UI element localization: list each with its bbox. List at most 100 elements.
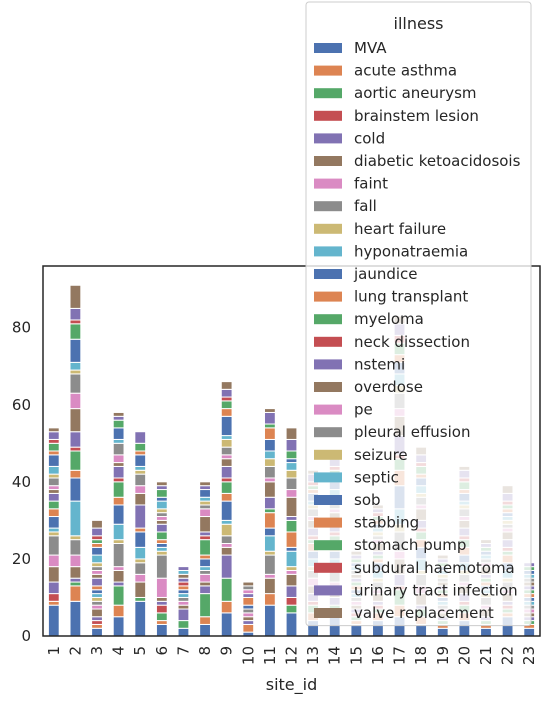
bar-segment bbox=[112, 539, 125, 544]
bar-segment bbox=[134, 546, 147, 560]
bar-segment bbox=[47, 438, 60, 444]
x-tick-label: 20 bbox=[455, 646, 473, 665]
bar-segment bbox=[285, 596, 298, 606]
bar-segment bbox=[220, 396, 233, 402]
y-tick-label: 60 bbox=[12, 396, 31, 414]
bar-segment bbox=[263, 423, 276, 429]
legend-entry-label: lung transplant bbox=[354, 288, 468, 306]
bar-segment bbox=[220, 400, 233, 410]
bar-segment bbox=[285, 516, 298, 521]
bar-segment bbox=[155, 485, 168, 491]
bar-segment bbox=[69, 319, 82, 325]
bar-segment bbox=[220, 546, 233, 556]
legend-entry-label: septic bbox=[354, 468, 399, 486]
bar-segment bbox=[415, 623, 428, 637]
bar-segment bbox=[350, 623, 363, 637]
legend-entry-label: heart failure bbox=[354, 220, 446, 238]
bar-segment bbox=[242, 581, 255, 587]
bar-segment bbox=[112, 504, 125, 525]
bar-segment bbox=[177, 566, 190, 571]
x-tick-label: 5 bbox=[131, 646, 149, 656]
bar-segment bbox=[91, 616, 103, 622]
bar-segment bbox=[220, 481, 233, 494]
bar-segment bbox=[199, 581, 211, 587]
bar-segment bbox=[91, 604, 103, 610]
bar-segment bbox=[47, 600, 60, 606]
bar-segment bbox=[285, 469, 298, 479]
legend-entry-label: fall bbox=[354, 197, 377, 215]
bar-segment bbox=[69, 392, 82, 410]
bar-segment bbox=[285, 477, 298, 491]
bar-segment bbox=[69, 338, 82, 363]
legend-entry-label: subdural haemotoma bbox=[354, 559, 515, 577]
bar-segment bbox=[242, 620, 255, 625]
x-tick-label: 8 bbox=[196, 646, 214, 656]
bar-segment bbox=[91, 535, 103, 541]
bar-segment bbox=[199, 593, 211, 618]
bar-segment bbox=[285, 427, 298, 440]
bar-segment bbox=[242, 596, 255, 606]
bar-segment bbox=[242, 608, 255, 614]
x-tick-label: 4 bbox=[110, 646, 128, 656]
bar-segment bbox=[47, 454, 60, 467]
bar-segment bbox=[285, 531, 298, 548]
bar-segment bbox=[177, 596, 190, 602]
bar-segment bbox=[155, 550, 168, 556]
bar-segment bbox=[134, 473, 147, 487]
bar-segment bbox=[91, 589, 103, 595]
bar-segment bbox=[199, 569, 211, 575]
bar-segment bbox=[134, 596, 147, 602]
bar-segment bbox=[155, 604, 168, 614]
bar-segment bbox=[134, 558, 147, 564]
bar-segment bbox=[285, 566, 298, 571]
x-tick-label: 2 bbox=[66, 646, 84, 656]
bar-segment bbox=[134, 527, 147, 533]
bar-segment bbox=[155, 623, 168, 637]
bar-segment bbox=[134, 431, 147, 444]
legend-entry-label: brainstem lesion bbox=[354, 107, 479, 125]
bar-segment bbox=[91, 546, 103, 556]
bar-segment bbox=[91, 593, 103, 598]
bar-segment bbox=[220, 523, 233, 537]
bar-segment bbox=[112, 462, 125, 467]
bar-segment bbox=[134, 600, 147, 637]
bar-segment bbox=[242, 616, 255, 622]
legend-swatch bbox=[314, 110, 342, 121]
bar-segment bbox=[47, 554, 60, 568]
bar-segment bbox=[155, 512, 168, 518]
bar-segment bbox=[285, 462, 298, 471]
bar-segment bbox=[199, 504, 211, 510]
x-tick-label: 9 bbox=[218, 646, 236, 656]
bar-segment bbox=[177, 608, 190, 622]
bar-segment bbox=[47, 581, 60, 595]
legend-box bbox=[305, 1, 532, 627]
bar-segment bbox=[242, 604, 255, 610]
legend: illness MVA acute asthma aortic aneurysm br… bbox=[305, 1, 532, 627]
bar-segment bbox=[155, 577, 168, 598]
bar-segment bbox=[69, 581, 82, 587]
bar-segment bbox=[242, 593, 255, 598]
bar-segment bbox=[112, 604, 125, 618]
legend-swatch bbox=[314, 495, 342, 505]
bar-segment bbox=[91, 596, 103, 602]
legend-entry-label: diabetic ketoacidosois bbox=[354, 152, 521, 170]
bar-segment bbox=[69, 373, 82, 394]
bar-segment bbox=[69, 585, 82, 602]
legend-entry-label: seizure bbox=[354, 446, 408, 464]
legend-entry-label: stomach pump bbox=[354, 536, 466, 554]
bar-segment bbox=[220, 477, 233, 483]
bar-segment bbox=[112, 581, 125, 587]
bar-segment bbox=[177, 577, 190, 583]
bar-segment bbox=[47, 450, 60, 456]
bar-segment bbox=[199, 516, 211, 533]
bar-segment bbox=[112, 585, 125, 606]
bar-segment bbox=[91, 539, 103, 544]
bar-segment bbox=[69, 577, 82, 583]
y-tick-label: 40 bbox=[12, 473, 31, 491]
legend-swatch bbox=[314, 585, 342, 596]
bar-segment bbox=[263, 411, 276, 425]
legend-swatch bbox=[314, 562, 342, 573]
bar-segment bbox=[112, 496, 125, 506]
bar-segment bbox=[155, 519, 168, 525]
